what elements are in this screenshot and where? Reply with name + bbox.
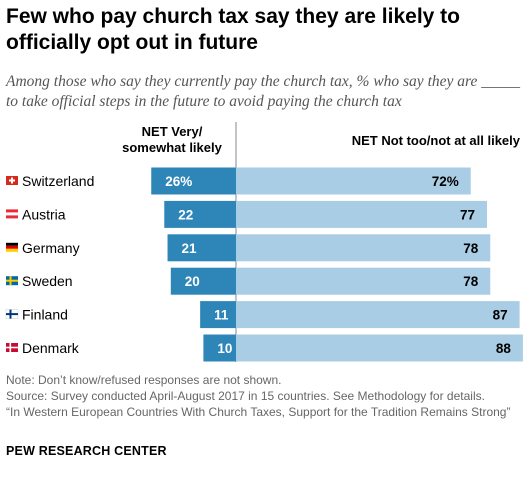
bar-not-likely xyxy=(236,200,488,228)
bar-likely xyxy=(151,167,236,195)
diverging-bar-chart: Switzerland 26% 72% Austria 22 77 Germany 21 78 S… xyxy=(5,122,523,362)
report-title-line: “In Western European Countries With Chur… xyxy=(6,405,511,419)
legend-likely: NET Very/ somewhat likely xyxy=(122,124,222,155)
bar-not-likely xyxy=(236,334,523,362)
switzerland-flag xyxy=(6,176,18,185)
bar-not-likely xyxy=(236,301,520,329)
category-label: Finland xyxy=(22,307,68,323)
category-label: Switzerland xyxy=(22,173,94,189)
bar-not-likely xyxy=(236,267,491,295)
bar-label-not-likely: 72% xyxy=(432,174,459,189)
note-line: Note: Don’t know/refused responses are n… xyxy=(6,373,282,387)
bar-likely xyxy=(170,267,236,295)
bar-label-not-likely: 78 xyxy=(463,241,479,256)
bar-likely xyxy=(203,334,236,362)
bar-label-not-likely: 87 xyxy=(493,308,508,323)
bar-label-not-likely: 77 xyxy=(460,207,475,222)
bar-likely xyxy=(164,200,236,228)
source-line: Source: Survey conducted April-August 20… xyxy=(6,389,485,403)
category-label: Germany xyxy=(22,240,80,256)
germany-flag xyxy=(6,242,18,252)
bar-likely xyxy=(200,301,236,329)
austria-flag xyxy=(6,209,18,219)
bar-label-not-likely: 78 xyxy=(463,274,479,289)
bar-not-likely xyxy=(236,167,471,195)
category-label: Denmark xyxy=(22,340,80,356)
bar-label-likely: 10 xyxy=(217,341,232,356)
notes: Note: Don’t know/refused responses are n… xyxy=(6,372,521,420)
bar-label-likely: 26% xyxy=(165,174,192,189)
sweden-flag xyxy=(6,276,18,286)
denmark-flag xyxy=(6,343,18,352)
bar-label-likely: 20 xyxy=(185,274,200,289)
bar-not-likely xyxy=(236,234,491,262)
category-label: Sweden xyxy=(22,273,73,289)
chart-title: Few who pay church tax say they are like… xyxy=(6,5,461,54)
bar-likely xyxy=(167,234,236,262)
finland-flag xyxy=(5,309,19,319)
brand-logo-text: PEW RESEARCH CENTER xyxy=(6,444,167,458)
chart-subtitle: Among those who say they currently pay t… xyxy=(6,73,520,110)
bar-label-likely: 21 xyxy=(182,241,198,256)
bar-label-likely: 11 xyxy=(214,308,229,323)
bar-label-likely: 22 xyxy=(178,207,193,222)
category-label: Austria xyxy=(22,206,66,222)
bar-label-not-likely: 88 xyxy=(496,341,512,356)
legend-not-likely: NET Not too/not at all likely xyxy=(351,133,520,148)
